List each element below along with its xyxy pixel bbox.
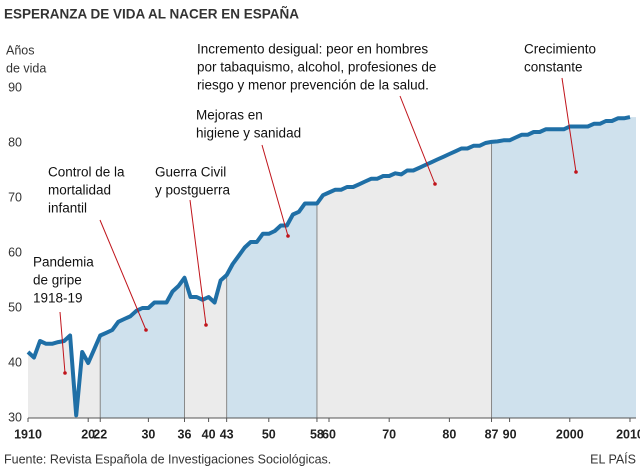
annotation-dot <box>144 328 148 332</box>
x-tick-label: 80 <box>442 427 456 441</box>
x-tick-label: 40 <box>202 427 216 441</box>
x-tick-label: 70 <box>382 427 396 441</box>
annotation: constante <box>524 60 583 75</box>
annotation-dot <box>574 170 578 174</box>
credit: EL PAÍS <box>590 451 636 466</box>
y-tick-label: 80 <box>8 135 22 149</box>
annotation: higiene y sanidad <box>196 126 301 141</box>
y-axis-label: de vida <box>6 61 46 75</box>
annotation-dot <box>286 234 290 238</box>
annotation-leader <box>261 144 289 237</box>
y-tick-label: 30 <box>8 410 22 424</box>
x-tick-label: 43 <box>220 427 234 441</box>
y-tick-label: 70 <box>8 190 22 204</box>
x-tick-label: 20 <box>81 427 95 441</box>
x-tick-label: 36 <box>178 427 192 441</box>
source: Fuente: Revista Española de Investigacio… <box>4 452 331 466</box>
x-tick-label: 87 <box>485 427 499 441</box>
annotation: infantil <box>48 201 87 216</box>
annotation-dot <box>204 323 208 327</box>
annotation-leader <box>59 311 66 374</box>
annotation-leader <box>189 199 207 326</box>
y-axis-label: Años <box>6 43 35 57</box>
annotation-dot <box>63 371 67 375</box>
annotation: Mejoras en <box>196 108 263 123</box>
annotation: riesgo y menor prevención de la salud. <box>197 78 429 93</box>
annotation-leader <box>99 219 147 331</box>
x-tick-label: 90 <box>503 427 517 441</box>
x-tick-label: 1910 <box>14 427 42 441</box>
annotation: Guerra Civil <box>155 165 226 180</box>
x-tick-label: 2010 <box>616 427 640 441</box>
x-tick-label: 22 <box>93 427 107 441</box>
period-band <box>491 117 636 418</box>
annotation: mortalidad <box>48 183 111 198</box>
x-tick-label: 50 <box>262 427 276 441</box>
annotation: Crecimiento <box>524 42 596 57</box>
annotation: por tabaquismo, alcohol, profesiones de <box>197 60 436 75</box>
annotation: de gripe <box>33 273 82 288</box>
period-band <box>316 117 492 418</box>
annotation-dot <box>433 182 437 186</box>
annotation-leader <box>561 77 577 173</box>
x-tick-label: 60 <box>322 427 336 441</box>
y-tick-label: 50 <box>8 300 22 314</box>
y-tick-label: 90 <box>8 80 22 94</box>
life-expectancy-line <box>26 115 631 418</box>
x-tick-label: 58 <box>310 427 324 441</box>
x-tick-label: 30 <box>141 427 155 441</box>
y-tick-label: 60 <box>8 245 22 259</box>
annotation: Control de la <box>48 165 125 180</box>
annotation: 1918-19 <box>33 291 83 306</box>
annotation: Incremento desigual: peor en hombres <box>197 42 428 57</box>
period-band <box>100 117 185 418</box>
annotation-leader <box>399 95 436 185</box>
y-tick-label: 40 <box>8 355 22 369</box>
annotation: y postguerra <box>155 183 231 198</box>
chart-title: ESPERANZA DE VIDA AL NACER EN ESPAÑA <box>4 7 299 22</box>
x-tick-label: 2000 <box>556 427 584 441</box>
annotation: Pandemia <box>33 255 94 270</box>
